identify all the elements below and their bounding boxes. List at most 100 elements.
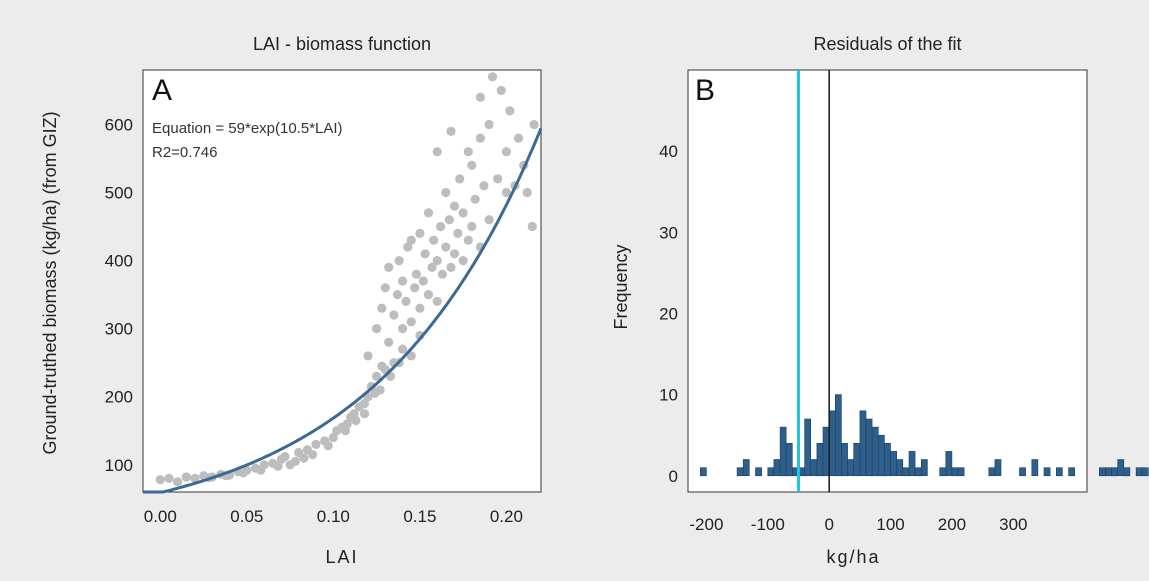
histogram-bar	[884, 443, 890, 476]
scatter-point	[421, 249, 430, 258]
histogram-bar	[903, 468, 909, 476]
scatter-point	[441, 188, 450, 197]
histogram-bar	[1020, 468, 1026, 476]
x-tick-label: -100	[751, 515, 785, 534]
scatter-point	[467, 222, 476, 231]
histogram-bar	[811, 460, 817, 476]
histogram-bar	[743, 460, 749, 476]
equation-annotation: R2=0.746	[152, 144, 217, 161]
scatter-point	[360, 409, 369, 418]
histogram-bar	[829, 411, 835, 476]
scatter-point	[311, 440, 320, 449]
histogram-bar	[897, 460, 903, 476]
scatter-point	[280, 452, 289, 461]
x-tick-label: 0.05	[230, 507, 263, 526]
scatter-point	[415, 304, 424, 313]
scatter-point	[479, 181, 488, 190]
scatter-point	[488, 72, 497, 81]
scatter-point	[407, 236, 416, 245]
scatter-point	[464, 147, 473, 156]
scatter-point	[377, 304, 386, 313]
x-tick-label: 0.10	[317, 507, 350, 526]
scatter-point	[308, 450, 317, 459]
scatter-point	[182, 472, 191, 481]
x-tick-label: -200	[689, 515, 723, 534]
histogram-bar	[1099, 468, 1105, 476]
scatter-point	[381, 283, 390, 292]
histogram-bar	[848, 460, 854, 476]
histogram-bar	[774, 460, 780, 476]
histogram-bar	[1118, 460, 1124, 476]
x-tick-label: 0.20	[490, 507, 523, 526]
scatter-point	[530, 120, 539, 129]
scatter-point	[471, 195, 480, 204]
x-axis-label: kg/ha	[826, 547, 880, 567]
scatter-point	[433, 297, 442, 306]
scatter-point	[389, 310, 398, 319]
y-tick-label: 20	[659, 304, 678, 323]
scatter-point	[324, 441, 333, 450]
plot-area	[688, 70, 1087, 492]
histogram-bar	[872, 427, 878, 476]
scatter-point	[173, 477, 182, 486]
histogram-bar	[866, 419, 872, 476]
scatter-point	[419, 276, 428, 285]
histogram-bar	[1105, 468, 1111, 476]
histogram-bar	[786, 443, 792, 476]
scatter-point	[502, 147, 511, 156]
scatter-point	[528, 222, 537, 231]
scatter-point	[393, 290, 402, 299]
scatter-point	[476, 93, 485, 102]
scatter-point	[341, 426, 350, 435]
y-tick-label: 30	[659, 223, 678, 242]
histogram-bar	[946, 451, 952, 475]
scatter-point	[384, 338, 393, 347]
histogram-bar	[1044, 468, 1050, 476]
y-tick-label: 40	[659, 142, 678, 161]
scatter-point	[429, 236, 438, 245]
histogram-bar	[817, 443, 823, 476]
scatter-point	[514, 134, 523, 143]
histogram-bar	[958, 468, 964, 476]
histogram-bar	[768, 468, 774, 476]
y-tick-label: 600	[105, 115, 133, 134]
scatter-point	[424, 208, 433, 217]
histogram-bar	[854, 443, 860, 476]
scatter-point	[415, 229, 424, 238]
scatter-point	[363, 351, 372, 360]
scatter-point	[497, 86, 506, 95]
x-tick-label: 0	[824, 515, 833, 534]
scatter-point	[412, 270, 421, 279]
scatter-point	[505, 106, 514, 115]
histogram-bar	[805, 419, 811, 476]
scatter-point	[256, 466, 265, 475]
histogram-bar	[737, 468, 743, 476]
histogram-bar	[921, 460, 927, 476]
scatter-point	[286, 460, 295, 469]
scatter-point	[407, 317, 416, 326]
histogram-bar	[835, 395, 841, 476]
histogram-bar	[989, 468, 995, 476]
histogram-bar	[700, 468, 706, 476]
x-tick-label: 300	[999, 515, 1027, 534]
histogram-bar	[1056, 468, 1062, 476]
y-tick-label: 100	[105, 456, 133, 475]
histogram-bar	[1032, 460, 1038, 476]
histogram-bar	[780, 427, 786, 476]
scatter-point	[446, 263, 455, 272]
scatter-point	[395, 256, 404, 265]
x-tick-label: 200	[938, 515, 966, 534]
scatter-point	[410, 283, 419, 292]
scatter-point	[455, 174, 464, 183]
histogram-bar	[909, 451, 915, 475]
histogram-bar	[915, 468, 921, 476]
y-tick-label: 10	[659, 386, 678, 405]
scatter-point	[401, 297, 410, 306]
scatter-point	[156, 475, 165, 484]
scatter-point	[164, 474, 173, 483]
scatter-point	[450, 202, 459, 211]
histogram-bar	[952, 468, 958, 476]
histogram-bar	[1112, 468, 1118, 476]
scatter-point	[476, 134, 485, 143]
